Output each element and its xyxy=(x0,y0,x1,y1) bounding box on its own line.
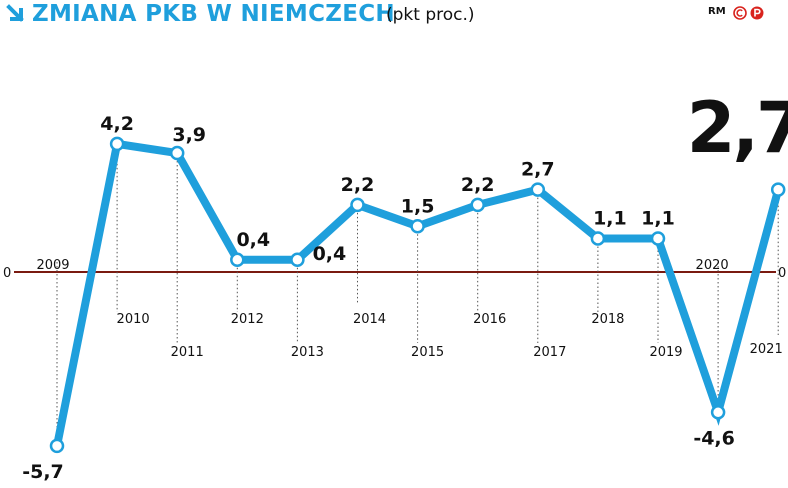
highlight-value-label: 2,7 xyxy=(687,87,788,169)
data-point xyxy=(710,405,726,420)
value-label: 2,2 xyxy=(341,174,375,196)
value-label: 3,9 xyxy=(172,124,206,146)
data-point xyxy=(230,252,245,268)
publisher-logo-icon xyxy=(750,6,764,20)
year-tick-label: 2011 xyxy=(171,345,204,360)
value-label: 2,7 xyxy=(521,159,555,181)
year-tick-label: 2021 xyxy=(750,342,783,357)
year-tick-label: 2017 xyxy=(533,345,566,360)
value-label: -4,6 xyxy=(693,427,735,449)
value-label: 2,2 xyxy=(461,174,495,196)
year-tick-label: 2019 xyxy=(649,345,682,360)
data-point xyxy=(109,136,125,152)
year-tick-label: 2013 xyxy=(291,345,324,360)
year-tick-label: 2018 xyxy=(591,312,624,327)
value-label: 4,2 xyxy=(100,113,134,135)
data-point xyxy=(350,197,365,213)
value-label: 1,1 xyxy=(593,207,627,229)
year-tick-label: 2012 xyxy=(231,312,264,327)
value-label: 0,4 xyxy=(236,229,270,251)
data-point xyxy=(770,182,786,197)
zero-axis-label-left: 0 xyxy=(3,266,11,281)
year-tick-label: 2010 xyxy=(117,312,150,327)
year-tick-label: 2016 xyxy=(473,312,506,327)
data-point xyxy=(530,182,546,197)
zero-axis-label-right: 0 xyxy=(778,266,786,281)
arrow-down-right-icon xyxy=(6,4,24,22)
data-point xyxy=(49,438,65,454)
year-tick-label: 2014 xyxy=(353,312,386,327)
year-tick-label: 2020 xyxy=(696,258,729,273)
value-label: 0,4 xyxy=(313,243,347,265)
copyright-icon xyxy=(733,6,747,20)
value-label: 1,5 xyxy=(401,195,435,217)
chart-title: ZMIANA PKB W NIEMCZECH xyxy=(32,1,395,27)
value-label: 1,1 xyxy=(641,207,675,229)
value-label: -5,7 xyxy=(22,461,64,483)
data-point xyxy=(470,197,485,213)
year-tick-label: 2015 xyxy=(411,345,444,360)
chart-unit: (pkt proc.) xyxy=(386,5,475,25)
data-point xyxy=(590,231,606,246)
data-point xyxy=(650,231,666,246)
data-point xyxy=(290,252,305,268)
data-point xyxy=(410,219,425,234)
data-point xyxy=(169,145,185,161)
year-tick-label: 2009 xyxy=(36,258,69,273)
source-label: RM xyxy=(708,6,726,17)
